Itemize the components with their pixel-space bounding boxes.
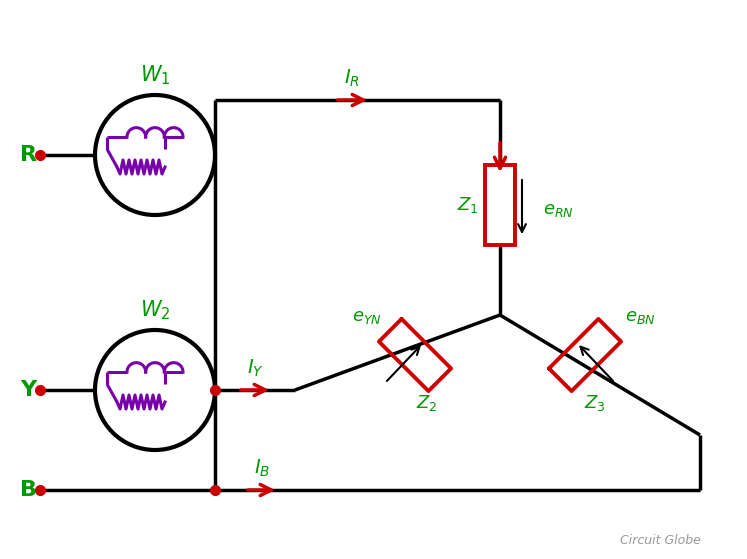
Text: $Z_2$: $Z_2$ (416, 393, 438, 413)
Text: B: B (19, 480, 37, 500)
Text: $I_R$: $I_R$ (344, 67, 360, 89)
Bar (485, 165, 515, 245)
Text: $Z_1$: $Z_1$ (457, 195, 479, 215)
Text: $e_{YN}$: $e_{YN}$ (352, 308, 382, 326)
Text: $W_1$: $W_1$ (140, 63, 170, 87)
Text: $I_Y$: $I_Y$ (247, 357, 264, 378)
Text: $Z_3$: $Z_3$ (584, 393, 606, 413)
Text: Circuit Globe: Circuit Globe (619, 533, 701, 547)
Text: $I_B$: $I_B$ (254, 457, 270, 479)
Text: $e_{BN}$: $e_{BN}$ (624, 308, 655, 326)
Text: $e_{RN}$: $e_{RN}$ (542, 201, 574, 219)
Text: $W_2$: $W_2$ (140, 298, 170, 322)
Text: Y: Y (20, 380, 36, 400)
Text: R: R (19, 145, 37, 165)
